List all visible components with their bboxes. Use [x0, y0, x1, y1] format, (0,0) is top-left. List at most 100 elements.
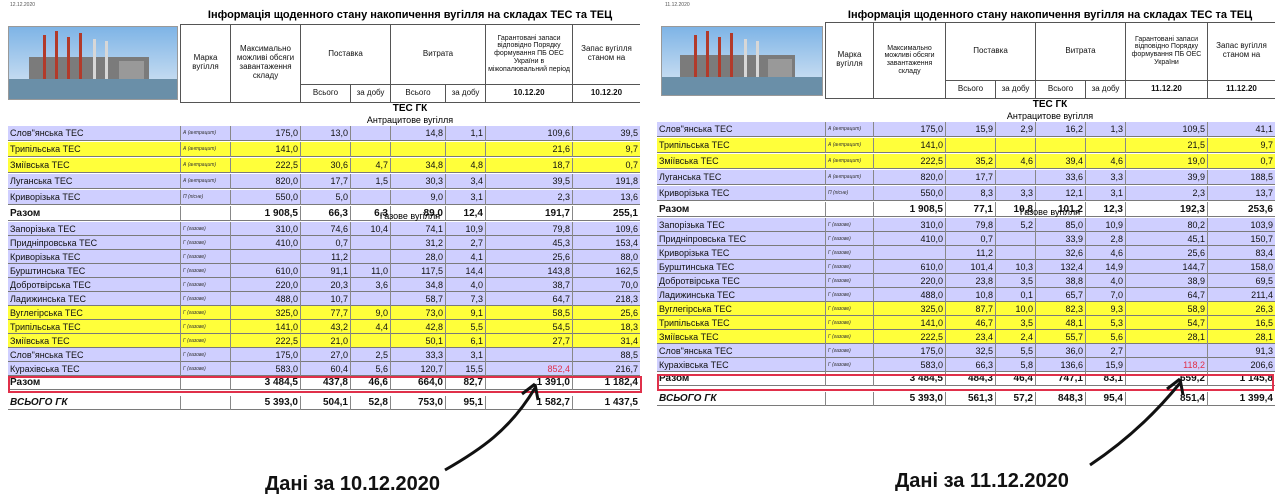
- table-row: Добротвірська ТЕС Г (газове) 220,0 20,3 3,6 3…: [8, 278, 640, 292]
- caption-left: Дані за 10.12.2020: [265, 473, 441, 495]
- cell-con-total: 132,4: [1035, 260, 1085, 274]
- cell-sup-day: [995, 232, 1035, 246]
- table-row: Ладижинська ТЕС Г (газове) 488,0 10,7 58,7 7,…: [8, 292, 640, 306]
- cell-stock: 83,4: [1207, 246, 1275, 260]
- table-row: Трипільська ТЕС А (антрацит) 141,0 21,6 9,7: [8, 142, 640, 157]
- cell-sup-total: 101,4: [945, 260, 995, 274]
- cell-name: Курахівська ТЕС: [659, 360, 729, 370]
- cell-sup-total: 46,7: [945, 316, 995, 330]
- cell-stock: 255,1: [572, 206, 640, 221]
- cell-stock: 91,3: [1207, 344, 1275, 358]
- cell-grade: Г (газове): [825, 344, 873, 358]
- cell-grade: [180, 376, 230, 390]
- cell-guar: 191,7: [485, 206, 572, 221]
- caption-right: Дані за 11.12.2020: [895, 470, 1069, 492]
- cell-sup-total: 23,4: [945, 330, 995, 344]
- cell-guar: [1125, 344, 1207, 358]
- cell-grade: Г (газове): [180, 348, 230, 362]
- arrow-left: [444, 382, 540, 472]
- cell-guar: 144,7: [1125, 260, 1207, 274]
- cell-grade: Г (газове): [825, 358, 873, 372]
- cell-max: 550,0: [873, 186, 945, 201]
- cell-name: Трипільська ТЕС: [10, 144, 81, 154]
- cell-con-total: 14,8: [390, 126, 445, 141]
- cell-max: 3 484,5: [230, 376, 300, 390]
- cell-grade: А (антрацит): [180, 158, 230, 173]
- cell-guar: 1 582,7: [485, 396, 572, 410]
- cell-name: Луганська ТЕС: [659, 172, 722, 182]
- cell-name: Вуглегірська ТЕС: [10, 308, 83, 318]
- cell-guar: 18,7: [485, 158, 572, 173]
- cell-sup-total: 0,7: [945, 232, 995, 246]
- cell-guar: 45,3: [485, 236, 572, 250]
- cell-stock: 0,7: [1207, 154, 1275, 169]
- cell-con-total: 42,8: [390, 320, 445, 334]
- cell-sup-day: [350, 250, 390, 264]
- cell-sup-day: 46,6: [350, 376, 390, 390]
- cell-con-day: 4,6: [1085, 154, 1125, 169]
- cell-con-day: 9,3: [1085, 302, 1125, 316]
- cell-guar: 54,5: [485, 320, 572, 334]
- cell-sup-total: 35,2: [945, 154, 995, 169]
- cell-stock: 25,6: [572, 306, 640, 320]
- table-row: Криворізька ТЕС П (пісне) 550,0 5,0 9,0 3,1 2,…: [8, 190, 640, 205]
- header-consumption-day: за добу: [1085, 80, 1125, 98]
- cell-sup-total: 77,7: [300, 306, 350, 320]
- cell-grade: Г (газове): [825, 288, 873, 302]
- cell-sup-day: 5,2: [995, 218, 1035, 232]
- header-grade: Марка вугілля: [180, 24, 230, 102]
- cell-max: 1 908,5: [873, 202, 945, 217]
- cell-sup-total: 11,2: [300, 250, 350, 264]
- cell-name: Трипільська ТЕС: [659, 318, 730, 328]
- cell-name: Добротвірська ТЕС: [10, 280, 91, 290]
- cell-con-total: [390, 142, 445, 157]
- cell-sup-day: 10,0: [995, 302, 1035, 316]
- cell-sup-total: 5,0: [300, 190, 350, 205]
- header-guaranteed: Гарантовані запаси відповідно Порядку фо…: [1125, 22, 1207, 80]
- cell-con-day: 10,9: [445, 222, 485, 236]
- cell-sup-day: 2,5: [350, 348, 390, 362]
- cell-con-total: 74,1: [390, 222, 445, 236]
- cell-name: Бурштинська ТЕС: [659, 262, 735, 272]
- cell-stock: 88,5: [572, 348, 640, 362]
- cell-sup-day: 11,0: [350, 264, 390, 278]
- cell-sup-total: 15,9: [945, 122, 995, 137]
- cell-guar: 79,8: [485, 222, 572, 236]
- header-consumption-total: Всього: [1035, 80, 1085, 98]
- cell-sup-total: 77,1: [945, 202, 995, 217]
- cell-stock: 211,4: [1207, 288, 1275, 302]
- table-row: Бурштинська ТЕС Г (газове) 610,0 91,1 11,0 11…: [8, 264, 640, 278]
- header-date-stock: 10.12.20: [572, 84, 640, 102]
- cell-grade: Г (газове): [825, 330, 873, 344]
- cell-sup-day: 5,6: [350, 362, 390, 376]
- table-row: Зміївська ТЕС А (антрацит) 222,5 35,2 4,6 39,…: [657, 154, 1275, 169]
- cell-sup-day: [350, 142, 390, 157]
- header-consumption-day: за добу: [445, 84, 485, 102]
- cell-con-total: 664,0: [390, 376, 445, 390]
- cell-guar: 192,3: [1125, 202, 1207, 217]
- cell-grade: Г (газове): [825, 302, 873, 316]
- cell-con-day: [445, 142, 485, 157]
- cell-name: Придніпровська ТЕС: [659, 234, 747, 244]
- cell-stock: 13,6: [572, 190, 640, 205]
- table-row: Разом 3 484,5 437,8 46,6 664,0 82,7 1 391,0 1 1…: [8, 376, 640, 390]
- table-row: Луганська ТЕС А (антрацит) 820,0 17,7 33,6 3,…: [657, 170, 1275, 185]
- cell-sup-day: 57,2: [995, 392, 1035, 406]
- cell-con-total: 747,1: [1035, 372, 1085, 386]
- cell-name: ВСЬОГО ГК: [659, 393, 717, 404]
- cell-sup-day: 3,5: [995, 316, 1035, 330]
- cell-con-day: 2,7: [1085, 344, 1125, 358]
- cell-sup-total: 60,4: [300, 362, 350, 376]
- cell-guar: 39,9: [1125, 170, 1207, 185]
- cell-sup-day: 10,8: [995, 202, 1035, 217]
- cell-con-total: 38,8: [1035, 274, 1085, 288]
- cell-con-day: 3,1: [1085, 186, 1125, 201]
- cell-sup-day: 3,3: [995, 186, 1035, 201]
- cell-max: 610,0: [230, 264, 300, 278]
- cell-con-total: 34,8: [390, 158, 445, 173]
- header-date-guaranteed: 10.12.20: [485, 84, 572, 102]
- cell-guar: 2,3: [485, 190, 572, 205]
- cell-stock: 16,5: [1207, 316, 1275, 330]
- gas-section: Газове вугілля: [379, 211, 441, 221]
- cell-sup-total: 66,3: [300, 206, 350, 221]
